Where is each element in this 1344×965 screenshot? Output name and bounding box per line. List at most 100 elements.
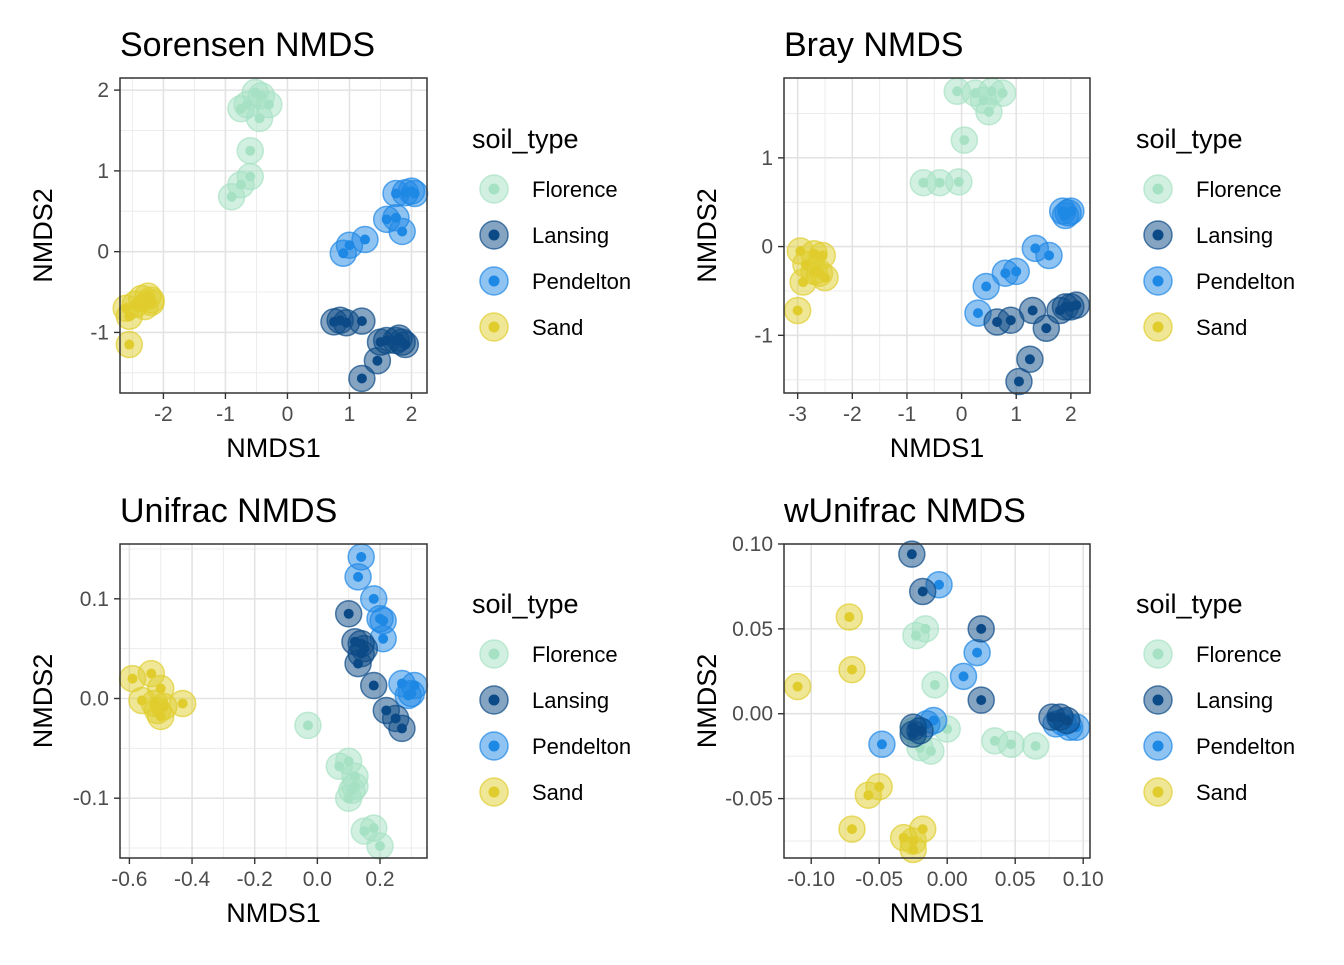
point-florence — [254, 113, 265, 124]
point-pendelton — [1044, 250, 1055, 261]
point-florence — [959, 135, 970, 146]
y-tick-label: 0.05 — [732, 618, 773, 641]
point-pendelton — [353, 571, 364, 582]
point-lansing — [396, 723, 407, 734]
chart-title: Sorensen NMDS — [120, 26, 375, 64]
point-florence — [375, 841, 386, 852]
x-tick-label: -0.2 — [237, 868, 273, 891]
legend-label-pendelton: Pendelton — [532, 734, 631, 759]
x-tick-label: -0.4 — [174, 868, 211, 891]
point-lansing — [390, 335, 401, 346]
legend-key-lansing — [1152, 694, 1164, 706]
y-tick-label: 1 — [761, 147, 773, 170]
point-florence — [953, 176, 964, 187]
chart-title: Bray NMDS — [784, 26, 963, 64]
x-tick-label: 1 — [1010, 403, 1022, 426]
point-sand — [863, 790, 874, 801]
point-florence — [918, 177, 929, 188]
legend: soil_type Florence Lansing Pendelton Sand — [472, 589, 631, 807]
x-tick-label: -2 — [843, 403, 862, 426]
point-sand — [146, 297, 157, 308]
point-pendelton — [368, 593, 379, 604]
y-tick-label: 0.10 — [732, 533, 773, 556]
point-sand — [917, 824, 928, 835]
legend-label-pendelton: Pendelton — [532, 269, 631, 294]
point-sand — [124, 339, 135, 350]
point-lansing — [1024, 354, 1035, 365]
panel-0: -2 -1 0 1 2 -1 0 1 2 Sorensen NMDS NMDS1 NMDS2 soil_… — [28, 26, 631, 463]
y-tick-label: 2 — [97, 79, 109, 102]
legend-key-lansing — [1152, 229, 1164, 241]
point-pendelton — [972, 308, 983, 319]
point-pendelton — [378, 615, 389, 626]
x-tick-label: -1 — [898, 403, 917, 426]
point-lansing — [1071, 300, 1082, 311]
y-axis-label: NMDS2 — [28, 654, 58, 749]
point-florence — [925, 746, 936, 757]
chart-title: Unifrac NMDS — [120, 492, 337, 530]
point-sand — [792, 681, 803, 692]
y-tick-label: -0.1 — [73, 787, 109, 810]
point-pendelton — [1063, 207, 1074, 218]
point-sand — [146, 668, 157, 679]
x-tick-label: 1 — [344, 403, 356, 426]
legend: soil_type Florence Lansing Pendelton Sand — [1136, 589, 1295, 807]
legend-key-florence — [1152, 183, 1164, 195]
point-pendelton — [958, 671, 969, 682]
chart-title: wUnifrac NMDS — [783, 492, 1026, 530]
point-lansing — [976, 623, 987, 634]
point-pendelton — [409, 188, 420, 199]
legend-key-florence — [488, 183, 500, 195]
point-lansing — [1005, 315, 1016, 326]
point-sand — [819, 272, 830, 283]
point-sand — [155, 711, 166, 722]
legend-label-florence: Florence — [532, 177, 618, 202]
point-lansing — [908, 729, 919, 740]
legend-title: soil_type — [1136, 589, 1243, 619]
legend-label-sand: Sand — [532, 780, 583, 805]
points — [112, 78, 429, 393]
point-lansing — [372, 355, 383, 366]
point-sand — [127, 673, 138, 684]
legend-key-pendelton — [1152, 275, 1164, 287]
legend-label-pendelton: Pendelton — [1196, 269, 1295, 294]
legend-key-sand — [488, 321, 500, 333]
panel-border — [783, 77, 1091, 394]
point-florence — [226, 191, 237, 202]
point-florence — [934, 177, 945, 188]
point-pendelton — [378, 633, 389, 644]
legend-label-sand: Sand — [1196, 315, 1247, 340]
panel-2: -0.6 -0.4 -0.2 0.0 0.2 -0.1 0.0 0.1 Unifrac NMDS… — [28, 492, 631, 928]
point-lansing — [368, 680, 379, 691]
legend-title: soil_type — [472, 124, 579, 154]
legend-key-pendelton — [488, 275, 500, 287]
legend-label-sand: Sand — [532, 315, 583, 340]
y-tick-label: 0.0 — [80, 688, 109, 711]
x-tick-label: -0.10 — [787, 868, 835, 891]
point-lansing — [1027, 305, 1038, 316]
point-pendelton — [972, 647, 983, 658]
legend-label-florence: Florence — [532, 642, 618, 667]
x-tick-label: 0.00 — [927, 868, 968, 891]
legend-label-lansing: Lansing — [1196, 223, 1273, 248]
x-tick-label: -3 — [788, 403, 807, 426]
point-lansing — [906, 549, 917, 560]
panel-border — [783, 543, 1091, 859]
point-sand — [817, 250, 828, 261]
legend-key-lansing — [488, 229, 500, 241]
point-lansing — [917, 586, 928, 597]
point-lansing — [976, 695, 987, 706]
point-florence — [997, 88, 1008, 99]
point-florence — [349, 781, 360, 792]
legend-label-florence: Florence — [1196, 642, 1282, 667]
plot-area — [784, 78, 1090, 393]
points — [783, 540, 1091, 864]
x-tick-label: 0.2 — [365, 868, 394, 891]
x-tick-label: 2 — [406, 403, 418, 426]
point-lansing — [1013, 376, 1024, 387]
x-axis-label: NMDS1 — [226, 433, 321, 463]
point-sand — [847, 664, 857, 675]
x-tick-label: 0.0 — [303, 868, 332, 891]
point-florence — [983, 106, 994, 117]
